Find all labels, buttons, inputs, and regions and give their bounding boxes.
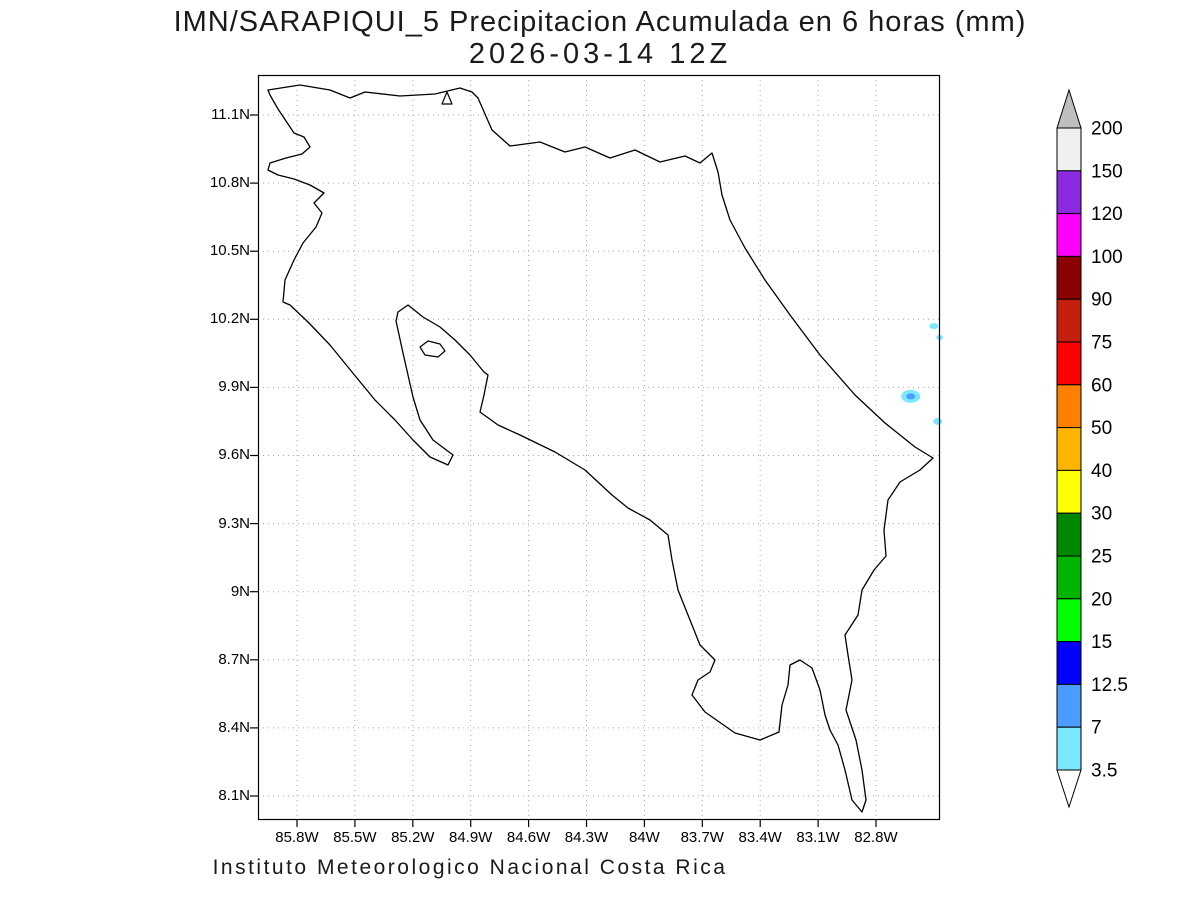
colorbar-under-triangle (1056, 769, 1082, 809)
chart-title: IMN/SARAPIQUI_5 Precipitacion Acumulada … (173, 6, 1027, 38)
x-axis-tick-label: 84W (628, 829, 660, 846)
map-plot-area (250, 74, 944, 827)
y-axis-tick-label: 8.7N (218, 650, 250, 668)
y-axis-tick-label: 8.1N (218, 786, 250, 804)
colorbar-level-label: 75 (1091, 333, 1112, 354)
colorbar-level-label: 7 (1091, 718, 1102, 739)
colorbar-segment (1056, 213, 1082, 257)
colorbar-segment (1056, 512, 1082, 557)
colorbar-level-label: 100 (1091, 247, 1123, 268)
island-gulf-of-nicoya (419, 340, 446, 358)
y-axis-tick-label: 10.8N (209, 174, 250, 192)
x-axis-tick-label: 84.6W (506, 829, 551, 846)
dotted-gridlines (258, 75, 940, 820)
x-axis-tick-label: 83.1W (796, 829, 840, 846)
axis-tick-marks (250, 114, 877, 827)
colorbar-segments (1056, 88, 1082, 809)
y-axis-tick-label: 10.5N (209, 242, 250, 260)
y-axis-tick-label: 8.4N (218, 718, 250, 736)
precipitation-contour-spots (901, 323, 944, 425)
colorbar-level-label: 25 (1091, 547, 1112, 568)
colorbar-segment (1056, 726, 1082, 771)
precip-spot-3.5-7 (929, 323, 939, 330)
colorbar-level-label: 15 (1091, 632, 1112, 653)
colorbar-segment (1056, 170, 1082, 215)
x-axis-tick-label: 85.8W (275, 829, 319, 846)
y-axis-tick-label: 9N (230, 582, 250, 600)
colorbar-level-label: 50 (1091, 418, 1112, 439)
island-lake-nicaragua (441, 91, 453, 105)
colorbar-level-label: 12.5 (1091, 675, 1128, 696)
colorbar-segment (1056, 341, 1082, 386)
colorbar-segment (1056, 127, 1082, 172)
x-axis-tick-label: 85.5W (333, 829, 377, 846)
x-axis-tick-label: 85.2W (391, 829, 435, 846)
colorbar-level-label: 60 (1091, 375, 1112, 396)
precip-spot-3.5-7 (933, 417, 943, 425)
x-axis-tick-label: 83.7W (680, 829, 724, 846)
colorbar-segment (1056, 255, 1082, 300)
colorbar-level-label: 3.5 (1091, 761, 1117, 782)
x-axis-tick-label: 84.3W (564, 829, 609, 846)
x-axis-tick-label: 84.9W (448, 829, 493, 846)
coastline-costa-rica (267, 84, 934, 813)
x-axis-tick-label: 82.8W (854, 829, 898, 846)
colorbar-segment (1056, 641, 1082, 685)
y-axis-tick-label: 9.3N (218, 514, 250, 532)
colorbar-level-label: 120 (1091, 204, 1123, 225)
colorbar-segment (1056, 683, 1082, 728)
colorbar-labels: 200 150 120 100 90 75 60 50 40 30 25 20 15 12.5 7 3.5 (1091, 119, 1128, 782)
y-axis-tick-label: 11.1N (211, 105, 250, 123)
colorbar-segment (1056, 469, 1082, 514)
colorbar-over-triangle (1056, 88, 1082, 129)
precipitation-colorbar: 200 150 120 100 90 75 60 50 40 30 25 20 15 12.5 7 3.5 (1056, 88, 1128, 809)
precip-spot-7-12.5 (906, 393, 916, 400)
colorbar-segment (1056, 298, 1082, 343)
source-caption: Instituto Meteorologico Nacional Costa R… (212, 856, 728, 879)
y-axis-tick-label: 10.2N (209, 310, 250, 328)
x-axis-tick-label: 83.4W (738, 829, 782, 846)
colorbar-segment (1056, 427, 1082, 471)
plot-frame (257, 74, 941, 821)
colorbar-level-label: 150 (1091, 161, 1123, 182)
colorbar-level-label: 30 (1091, 504, 1112, 525)
y-axis-tick-label: 9.6N (218, 446, 250, 464)
colorbar-segment (1056, 384, 1082, 429)
colorbar-level-label: 200 (1091, 119, 1123, 140)
chart-datetime: 2026-03-14 12Z (468, 38, 732, 70)
colorbar-level-label: 90 (1091, 290, 1112, 311)
colorbar-level-label: 20 (1091, 589, 1112, 610)
colorbar-segment (1056, 598, 1082, 643)
y-axis-tick-label: 9.9N (218, 378, 250, 396)
colorbar-level-label: 40 (1091, 461, 1112, 482)
colorbar-segment (1056, 555, 1082, 600)
